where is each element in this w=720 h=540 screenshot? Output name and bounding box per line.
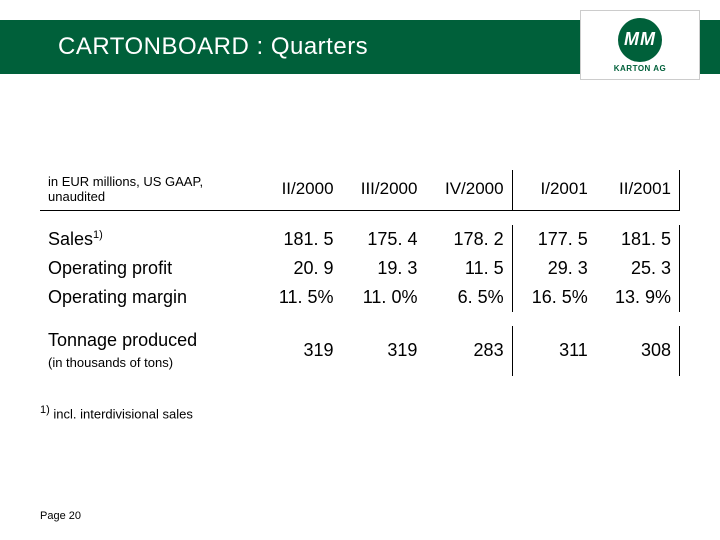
- col-header: II/2000: [260, 170, 342, 211]
- table-caption: in EUR millions, US GAAP, unaudited: [40, 170, 260, 211]
- logo-subtitle: KARTON AG: [614, 64, 667, 73]
- col-header: III/2000: [342, 170, 426, 211]
- cell: 283: [425, 326, 512, 376]
- quarters-table: in EUR millions, US GAAP, unaudited II/2…: [40, 170, 680, 421]
- brand-logo: MM KARTON AG: [580, 10, 700, 80]
- row-label: Operating margin: [40, 283, 260, 312]
- page-number: Page 20: [40, 510, 81, 522]
- logo-circle: MM: [618, 18, 662, 62]
- row-label: Sales1): [40, 225, 260, 254]
- cell: 178. 2: [425, 225, 512, 254]
- col-header: II/2001: [596, 170, 680, 211]
- cell: 11. 5: [425, 254, 512, 283]
- cell: 13. 9%: [596, 283, 680, 312]
- cell: 311: [512, 326, 596, 376]
- cell: 19. 3: [342, 254, 426, 283]
- cell: 11. 5%: [260, 283, 342, 312]
- cell: 308: [596, 326, 680, 376]
- cell: 6. 5%: [425, 283, 512, 312]
- table-row: Tonnage produced (in thousands of tons) …: [40, 326, 680, 376]
- tonnage-subnote: (in thousands of tons): [48, 355, 173, 370]
- row-label: Operating profit: [40, 254, 260, 283]
- cell: 177. 5: [512, 225, 596, 254]
- footnote: 1) incl. interdivisional sales: [40, 404, 680, 421]
- cell: 181. 5: [596, 225, 680, 254]
- table-row: Operating margin 11. 5% 11. 0% 6. 5% 16.…: [40, 283, 680, 312]
- cell: 16. 5%: [512, 283, 596, 312]
- table-row: Sales1) 181. 5 175. 4 178. 2 177. 5 181.…: [40, 225, 680, 254]
- page-title: CARTONBOARD : Quarters: [0, 33, 368, 61]
- cell: 181. 5: [260, 225, 342, 254]
- cell: 319: [260, 326, 342, 376]
- cell: 319: [342, 326, 426, 376]
- col-header: IV/2000: [425, 170, 512, 211]
- cell: 20. 9: [260, 254, 342, 283]
- cell: 11. 0%: [342, 283, 426, 312]
- cell: 25. 3: [596, 254, 680, 283]
- tonnage-label: Tonnage produced (in thousands of tons): [40, 326, 260, 376]
- cell: 175. 4: [342, 225, 426, 254]
- cell: 29. 3: [512, 254, 596, 283]
- table-row: Operating profit 20. 9 19. 3 11. 5 29. 3…: [40, 254, 680, 283]
- col-header: I/2001: [512, 170, 596, 211]
